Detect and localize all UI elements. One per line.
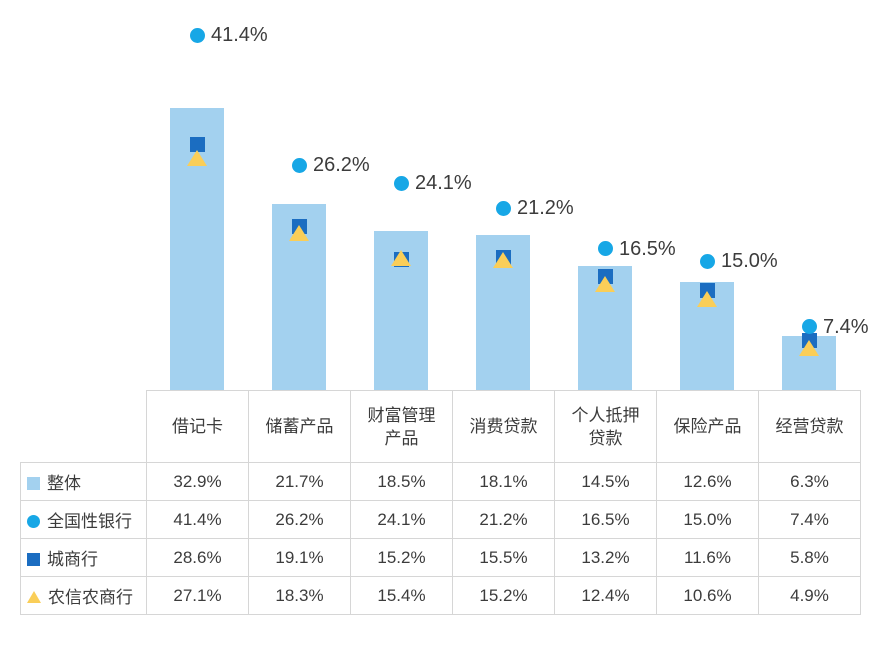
category-header-cell: 储蓄产品: [248, 390, 351, 463]
triangle-marker: [187, 149, 207, 166]
legend-square-icon: [27, 553, 40, 566]
table-corner-cell: [20, 390, 147, 463]
data-label: 21.2%: [517, 197, 574, 220]
table-header-row: 借记卡 储蓄产品 财富管理 产品 消费贷款 个人抵押 贷款 保险产品 经营贷款: [20, 390, 861, 463]
category-header-cell: 保险产品: [656, 390, 759, 463]
value-cell: 19.1%: [248, 538, 351, 577]
category-header-cell: 经营贷款: [758, 390, 861, 463]
value-cell: 7.4%: [758, 500, 861, 539]
data-label: 41.4%: [211, 24, 268, 47]
category-header-cell: 财富管理 产品: [350, 390, 453, 463]
triangle-marker: [799, 340, 819, 356]
value-cell: 4.9%: [758, 576, 861, 615]
triangle-marker: [595, 275, 615, 292]
data-label: 15.0%: [721, 250, 778, 273]
circle-marker: [597, 241, 613, 257]
category-header-cell: 借记卡: [146, 390, 249, 463]
value-cell: 26.2%: [248, 500, 351, 539]
value-cell: 24.1%: [350, 500, 453, 539]
value-cell: 21.2%: [452, 500, 555, 539]
value-cell: 28.6%: [146, 538, 249, 577]
table-row: 整体 32.9% 21.7% 18.5% 18.1% 14.5% 12.6% 6.3%: [20, 462, 861, 501]
circle-marker: [495, 200, 511, 216]
series-label: 整体: [47, 474, 81, 493]
triangle-marker: [493, 251, 513, 268]
series-label: 城商行: [47, 550, 98, 569]
legend-triangle-icon: [27, 591, 41, 603]
category-header-cell: 个人抵押 贷款: [554, 390, 657, 463]
circle-marker: [699, 253, 715, 269]
legend-square-icon: [27, 477, 40, 490]
series-label: 农信农商行: [48, 588, 133, 607]
value-cell: 41.4%: [146, 500, 249, 539]
value-cell: 5.8%: [758, 538, 861, 577]
value-cell: 13.2%: [554, 538, 657, 577]
series-label: 全国性银行: [47, 512, 132, 531]
value-cell: 16.5%: [554, 500, 657, 539]
circle-marker: [189, 27, 205, 43]
data-label: 7.4%: [823, 315, 869, 338]
triangle-marker: [697, 291, 717, 308]
series-label-cell: 整体: [20, 462, 147, 501]
value-cell: 21.7%: [248, 462, 351, 501]
value-cell: 15.2%: [452, 576, 555, 615]
legend-circle-icon: [27, 515, 40, 528]
circle-marker: [393, 175, 409, 191]
value-cell: 15.2%: [350, 538, 453, 577]
table-row: 农信农商行 27.1% 18.3% 15.4% 15.2% 12.4% 10.6% 4.9%: [20, 576, 861, 615]
value-cell: 14.5%: [554, 462, 657, 501]
square-marker: [189, 137, 205, 153]
value-cell: 12.6%: [656, 462, 759, 501]
data-label: 16.5%: [619, 237, 676, 260]
value-cell: 12.4%: [554, 576, 657, 615]
value-cell: 32.9%: [146, 462, 249, 501]
value-cell: 6.3%: [758, 462, 861, 501]
category-header-cell: 消费贷款: [452, 390, 555, 463]
triangle-marker: [289, 225, 309, 242]
value-cell: 18.5%: [350, 462, 453, 501]
table-row: 全国性银行 41.4% 26.2% 24.1% 21.2% 16.5% 15.0% 7.4%: [20, 500, 861, 539]
circle-marker: [291, 157, 307, 173]
series-label-cell: 城商行: [20, 538, 147, 577]
value-cell: 10.6%: [656, 576, 759, 615]
value-cell: 18.1%: [452, 462, 555, 501]
data-label: 26.2%: [313, 154, 370, 177]
circle-marker: [801, 319, 817, 335]
value-cell: 18.3%: [248, 576, 351, 615]
triangle-marker: [391, 250, 411, 266]
series-label-cell: 全国性银行: [20, 500, 147, 539]
value-cell: 15.4%: [350, 576, 453, 615]
value-cell: 11.6%: [656, 538, 759, 577]
value-cell: 15.0%: [656, 500, 759, 539]
series-label-cell: 农信农商行: [20, 576, 147, 615]
data-label: 24.1%: [415, 172, 472, 195]
data-table: 借记卡 储蓄产品 财富管理 产品 消费贷款 个人抵押 贷款 保险产品 经营贷款整体 32.9%…: [20, 390, 861, 615]
table-row: 城商行 28.6% 19.1% 15.2% 15.5% 13.2% 11.6% 5.8%: [20, 538, 861, 577]
value-cell: 15.5%: [452, 538, 555, 577]
value-cell: 27.1%: [146, 576, 249, 615]
